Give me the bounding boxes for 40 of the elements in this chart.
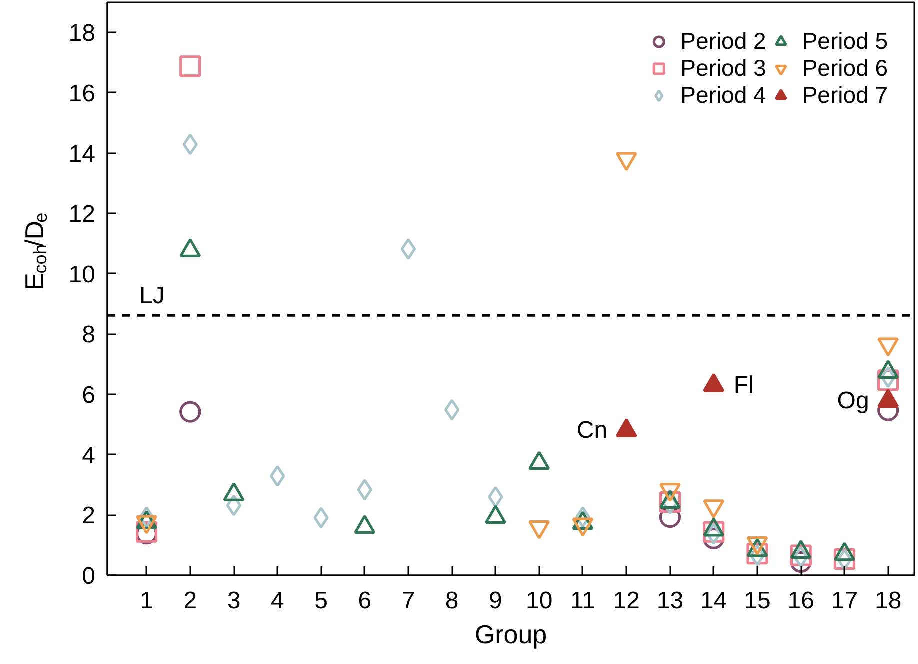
x-tick-label: 17 (831, 588, 858, 614)
legend-label: Period 2 (680, 28, 766, 55)
y-tick-label: 12 (68, 201, 96, 228)
x-tick-label: 11 (570, 588, 596, 614)
y-tick-label: 10 (68, 261, 96, 288)
y-tick-label: 14 (68, 140, 96, 168)
annotation: Fl (734, 372, 754, 400)
x-tick-label: 16 (788, 588, 814, 614)
annotation: Og (837, 388, 870, 415)
x-tick-label: 12 (613, 588, 640, 614)
x-tick-label: 10 (526, 588, 553, 614)
x-tick-label: 2 (184, 588, 198, 614)
y-tick-label: 4 (82, 442, 96, 470)
x-axis-title: Group (474, 620, 548, 650)
y-tick-label: 0 (82, 563, 96, 590)
ref-line-label: LJ (140, 282, 165, 310)
legend-label: Period 3 (680, 55, 766, 82)
x-tick-label: 5 (314, 588, 328, 614)
y-axis-title: Ecoh/De (20, 212, 51, 290)
legend-label: Period 6 (802, 55, 888, 82)
x-tick-label: 8 (445, 588, 459, 614)
y-tick-label: 8 (82, 322, 96, 349)
legend-label: Period 4 (680, 82, 766, 109)
y-tick-label: 6 (82, 382, 96, 410)
x-tick-label: 15 (744, 588, 771, 614)
x-tick-label: 13 (656, 588, 684, 614)
x-tick-label: 4 (270, 588, 284, 614)
x-tick-label: 3 (227, 588, 241, 614)
legend-label: Period 7 (802, 82, 888, 109)
annotation: Cn (576, 417, 608, 444)
x-tick-label: 14 (700, 588, 728, 614)
x-tick-label: 7 (402, 588, 416, 614)
y-tick-label: 2 (82, 502, 96, 530)
x-tick-label: 9 (489, 588, 502, 614)
y-tick-label: 16 (68, 80, 96, 108)
y-tick-label: 18 (68, 20, 96, 48)
legend-label: Period 5 (802, 28, 888, 55)
x-tick-label: 1 (140, 588, 154, 614)
x-tick-label: 6 (358, 588, 372, 614)
x-tick-label: 18 (874, 588, 902, 614)
